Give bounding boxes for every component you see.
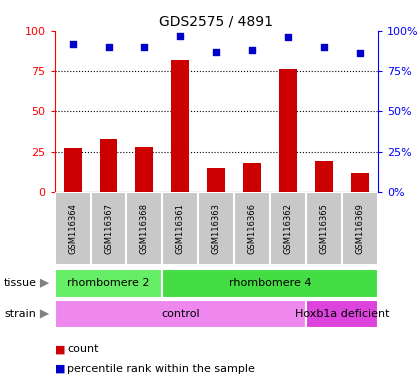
Bar bbox=[163, 269, 378, 298]
Text: GSM116367: GSM116367 bbox=[104, 203, 113, 254]
Text: GSM116364: GSM116364 bbox=[68, 203, 77, 254]
Bar bbox=[55, 269, 163, 298]
FancyBboxPatch shape bbox=[163, 192, 198, 265]
Text: GSM116362: GSM116362 bbox=[284, 203, 293, 254]
Point bbox=[69, 41, 76, 47]
Point bbox=[177, 33, 184, 39]
FancyBboxPatch shape bbox=[126, 192, 163, 265]
FancyBboxPatch shape bbox=[234, 192, 270, 265]
Text: GSM116366: GSM116366 bbox=[248, 203, 257, 254]
FancyBboxPatch shape bbox=[306, 192, 342, 265]
Text: GSM116361: GSM116361 bbox=[176, 203, 185, 254]
Bar bbox=[315, 161, 333, 192]
Title: GDS2575 / 4891: GDS2575 / 4891 bbox=[159, 14, 273, 28]
Text: rhombomere 4: rhombomere 4 bbox=[229, 278, 312, 288]
Bar bbox=[63, 149, 81, 192]
Bar bbox=[55, 300, 306, 328]
Point bbox=[357, 50, 363, 56]
FancyBboxPatch shape bbox=[342, 192, 378, 265]
Point bbox=[249, 47, 256, 53]
Text: strain: strain bbox=[4, 309, 36, 319]
Bar bbox=[306, 300, 378, 328]
Text: Hoxb1a deficient: Hoxb1a deficient bbox=[295, 309, 389, 319]
Text: rhombomere 2: rhombomere 2 bbox=[67, 278, 150, 288]
FancyBboxPatch shape bbox=[55, 192, 91, 265]
Text: GSM116369: GSM116369 bbox=[356, 203, 365, 254]
FancyBboxPatch shape bbox=[270, 192, 306, 265]
Point bbox=[213, 49, 220, 55]
Text: count: count bbox=[67, 344, 99, 354]
Text: percentile rank within the sample: percentile rank within the sample bbox=[67, 364, 255, 374]
Text: GSM116365: GSM116365 bbox=[320, 203, 328, 254]
Text: ■: ■ bbox=[55, 364, 65, 374]
Point bbox=[285, 34, 291, 40]
Bar bbox=[100, 139, 118, 192]
Bar bbox=[171, 60, 189, 192]
Text: control: control bbox=[161, 309, 200, 319]
FancyBboxPatch shape bbox=[198, 192, 234, 265]
Text: tissue: tissue bbox=[4, 278, 37, 288]
Point bbox=[141, 44, 148, 50]
Point bbox=[321, 44, 328, 50]
Bar bbox=[243, 163, 261, 192]
Bar bbox=[351, 173, 369, 192]
Text: GSM116368: GSM116368 bbox=[140, 203, 149, 254]
Text: ■: ■ bbox=[55, 344, 65, 354]
Bar bbox=[207, 168, 225, 192]
Point bbox=[105, 44, 112, 50]
FancyBboxPatch shape bbox=[91, 192, 126, 265]
Bar bbox=[135, 147, 153, 192]
Bar bbox=[279, 70, 297, 192]
Text: GSM116363: GSM116363 bbox=[212, 203, 221, 254]
